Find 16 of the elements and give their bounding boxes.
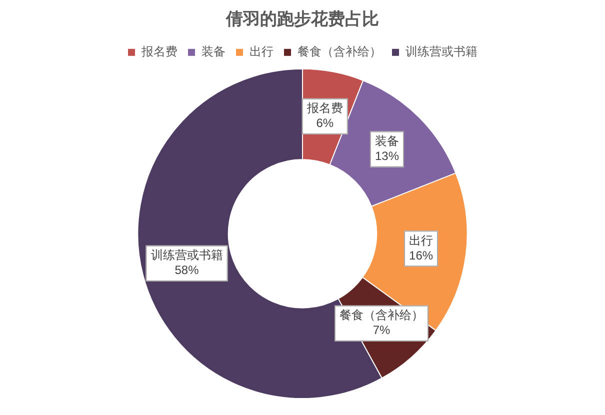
- chart-title: 倩羽的跑步花费占比: [225, 10, 379, 29]
- legend-label: 训练营或书籍: [406, 44, 478, 59]
- slice-label: 训练营或书籍: [150, 248, 223, 262]
- slice-label: 报名费: [306, 101, 343, 116]
- data-label: 16%: [409, 248, 434, 262]
- legend-label: 出行: [250, 44, 274, 59]
- slice-label: 出行: [409, 233, 434, 248]
- data-label: 6%: [316, 116, 334, 130]
- slice-label: 装备: [374, 134, 399, 148]
- data-label: 7%: [372, 323, 391, 338]
- data-label: 58%: [174, 263, 200, 278]
- slice-label: 餐食（含补给）: [340, 308, 424, 322]
- legend-label: 装备: [202, 44, 226, 59]
- legend-label: 报名费: [140, 44, 178, 59]
- data-label: 13%: [374, 149, 400, 164]
- legend-label: 餐食（含补给）: [298, 44, 382, 59]
